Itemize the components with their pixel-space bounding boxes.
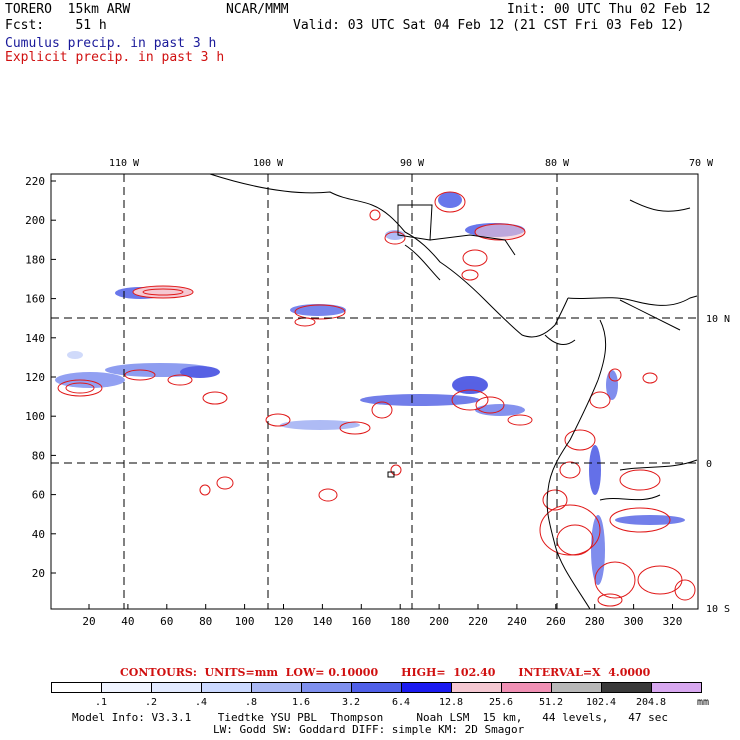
y-tick-label: 60 bbox=[32, 489, 45, 502]
colorbar-unit: mm bbox=[697, 697, 710, 708]
explicit-precip-contours bbox=[57, 191, 696, 607]
colorbar-label: 6.4 bbox=[391, 697, 411, 708]
lon-label: 110 W bbox=[109, 158, 140, 169]
x-tick-label: 280 bbox=[585, 615, 605, 628]
colorbar-swatch bbox=[601, 682, 652, 693]
x-tick-label: 20 bbox=[82, 615, 95, 628]
colorbar-swatch bbox=[551, 682, 602, 693]
x-tick-label: 240 bbox=[507, 615, 527, 628]
x-tick-label: 100 bbox=[235, 615, 255, 628]
x-tick-label: 160 bbox=[351, 615, 371, 628]
y-tick-label: 40 bbox=[32, 528, 45, 541]
center-label: NCAR/MMM bbox=[226, 2, 289, 17]
y-tick-label: 20 bbox=[32, 567, 45, 580]
cumulus-precip-title: Cumulus precip. in past 3 h bbox=[5, 36, 217, 51]
lon-label: 70 W bbox=[689, 158, 714, 169]
lat-label: 10 N bbox=[706, 314, 730, 325]
cumulus-precip-areas bbox=[55, 192, 685, 585]
colorbar-swatch bbox=[101, 682, 152, 693]
colorbar-swatch bbox=[301, 682, 352, 693]
model-title: TORERO 15km ARW bbox=[5, 2, 131, 17]
colorbar-label: 102.4 bbox=[585, 697, 617, 708]
y-tick-label: 100 bbox=[25, 410, 45, 423]
explicit-precip-title: Explicit precip. in past 3 h bbox=[5, 50, 225, 65]
colorbar-swatch bbox=[401, 682, 452, 693]
map-frame bbox=[50, 173, 699, 610]
valid-time: Valid: 03 UTC Sat 04 Feb 12 (21 CST Fri … bbox=[293, 18, 685, 33]
lon-label: 100 W bbox=[253, 158, 284, 169]
y-tick-label: 140 bbox=[25, 332, 45, 345]
colorbar-swatch bbox=[151, 682, 202, 693]
x-tick-label: 120 bbox=[274, 615, 294, 628]
colorbar-label: 204.8 bbox=[635, 697, 667, 708]
x-tick-label: 180 bbox=[390, 615, 410, 628]
model-info: Model Info: V3.3.1 Tiedtke YSU PBL Thomp… bbox=[72, 711, 669, 724]
lon-label: 80 W bbox=[545, 158, 570, 169]
model-physics: LW: Godd SW: Goddard DIFF: simple KM: 2D… bbox=[213, 723, 525, 736]
contour-info: CONTOURS: UNITS=mm LOW= 0.10000 HIGH= 10… bbox=[120, 666, 651, 679]
colorbar-label: .8 bbox=[244, 697, 258, 708]
x-tick-label: 40 bbox=[121, 615, 134, 628]
y-tick-label: 160 bbox=[25, 293, 45, 306]
y-tick-label: 80 bbox=[32, 449, 45, 462]
x-tick-label: 260 bbox=[546, 615, 566, 628]
colorbar-label: 51.2 bbox=[538, 697, 564, 708]
y-tick-label: 120 bbox=[25, 371, 45, 384]
colorbar-label: 25.6 bbox=[488, 697, 514, 708]
colorbar-label: .4 bbox=[194, 697, 208, 708]
x-tick-label: 200 bbox=[429, 615, 449, 628]
colorbar-label: 1.6 bbox=[291, 697, 311, 708]
tick-marks bbox=[51, 180, 673, 609]
colorbar-swatch bbox=[51, 682, 102, 693]
colorbar-label: 12.8 bbox=[438, 697, 464, 708]
y-tick-label: 200 bbox=[25, 214, 45, 227]
x-tick-label: 60 bbox=[160, 615, 173, 628]
y-tick-label: 220 bbox=[25, 175, 45, 188]
colorbar-label: 3.2 bbox=[341, 697, 361, 708]
colorbar-swatch bbox=[501, 682, 552, 693]
colorbar-swatch bbox=[201, 682, 252, 693]
colorbar-label: .2 bbox=[144, 697, 158, 708]
latlon-grid bbox=[51, 174, 698, 609]
colorbar-swatch bbox=[451, 682, 502, 693]
x-tick-label: 80 bbox=[199, 615, 212, 628]
colorbar-swatch bbox=[251, 682, 302, 693]
colorbar-swatch bbox=[351, 682, 402, 693]
colorbar-label: .1 bbox=[94, 697, 108, 708]
lat-label: 10 S bbox=[706, 604, 730, 615]
x-tick-label: 320 bbox=[663, 615, 683, 628]
lon-label: 90 W bbox=[400, 158, 425, 169]
colorbar-swatch bbox=[651, 682, 702, 693]
x-tick-label: 140 bbox=[312, 615, 332, 628]
init-time: Init: 00 UTC Thu 02 Feb 12 bbox=[507, 2, 711, 17]
x-tick-label: 220 bbox=[468, 615, 488, 628]
lat-label: 0 bbox=[706, 459, 712, 470]
x-tick-label: 300 bbox=[624, 615, 644, 628]
y-tick-label: 180 bbox=[25, 253, 45, 266]
forecast-hour: Fcst: 51 h bbox=[5, 18, 107, 33]
